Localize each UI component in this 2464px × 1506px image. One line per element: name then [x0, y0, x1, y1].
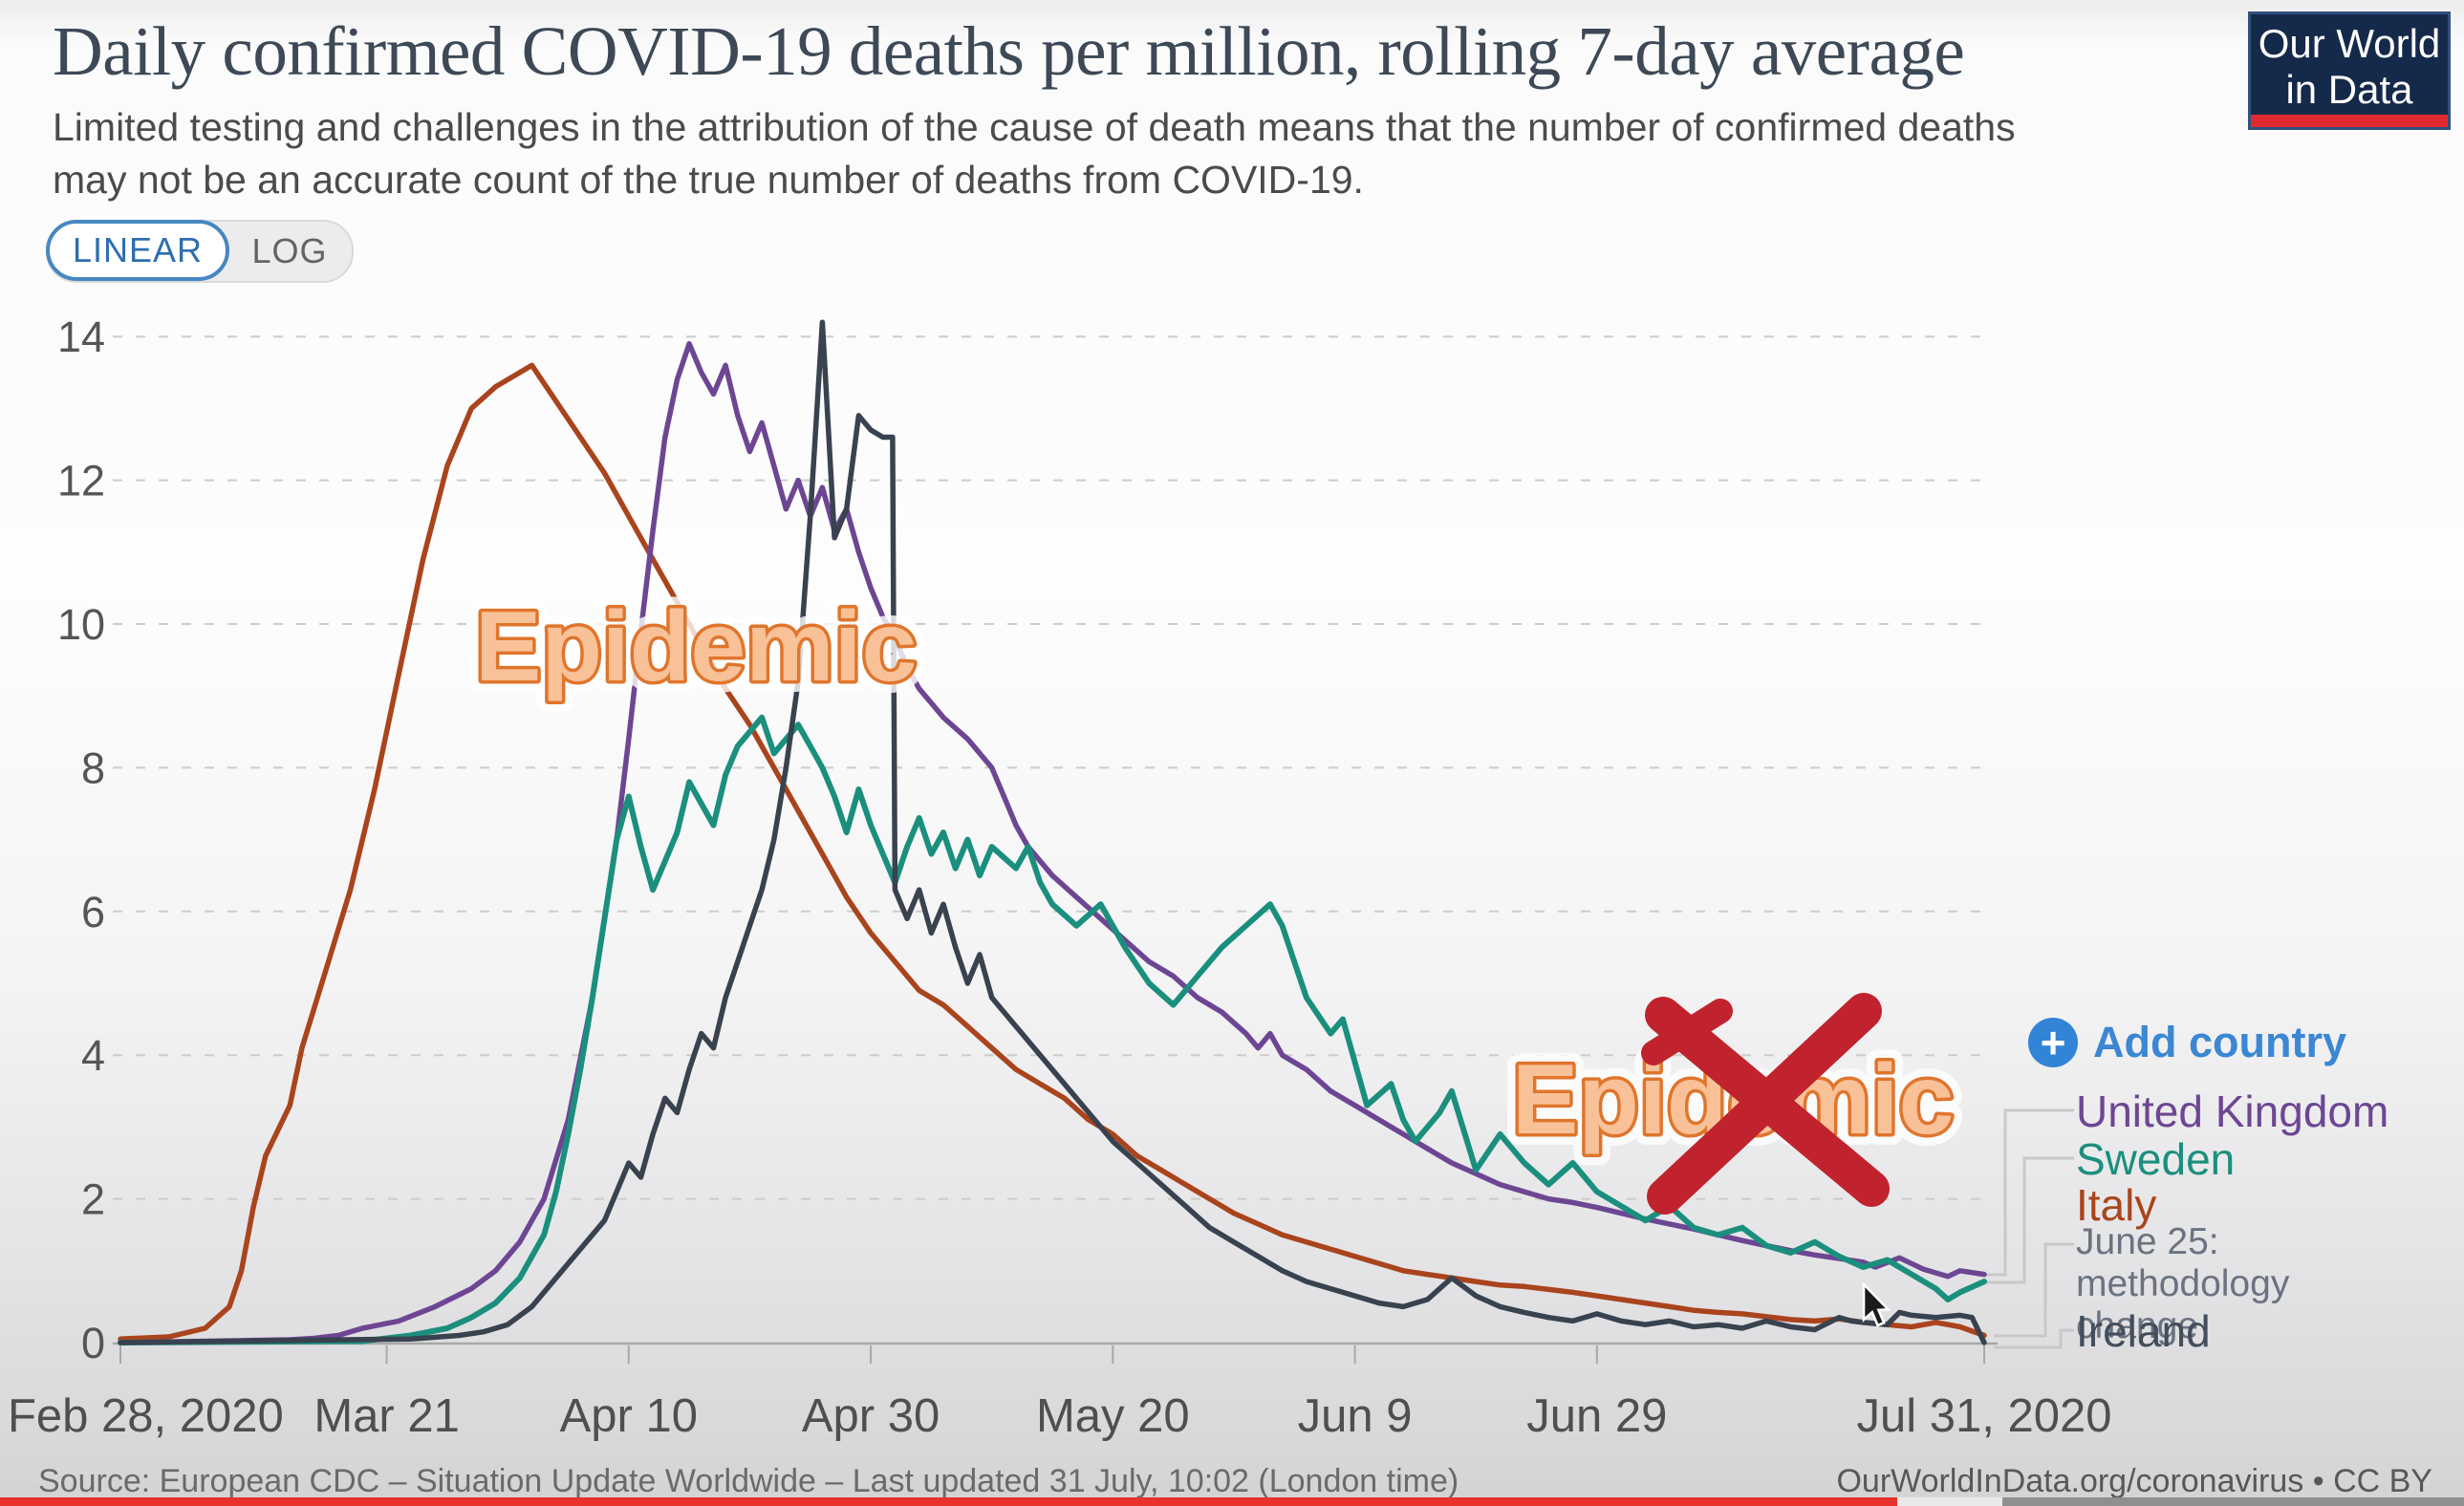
chart-title: Daily confirmed COVID-19 deaths per mill… [53, 12, 1965, 90]
y-tick-label-6: 6 [81, 888, 105, 936]
x-tick-label-5: Jun 9 [1298, 1390, 1413, 1442]
legend-item-united-kingdom[interactable]: United Kingdom [2076, 1086, 2389, 1136]
legend-bracket-2 [1994, 1242, 2074, 1338]
owid-logo-stripe [2251, 115, 2448, 127]
owid-logo-line2: in Data [2285, 67, 2413, 112]
series-line-italy[interactable] [118, 362, 1987, 1342]
legend-item-sweden[interactable]: Sweden [2076, 1134, 2236, 1184]
credit-text: OurWorldInData.org/coronavirus • CC BY [1836, 1463, 2432, 1499]
x-tick-label-6: Jun 29 [1526, 1390, 1667, 1442]
y-tick-label-4: 4 [81, 1031, 105, 1080]
legend-bracket-1 [1982, 1156, 2074, 1284]
y-tick-label-10: 10 [57, 600, 105, 649]
y-tick-label-0: 0 [81, 1319, 105, 1367]
add-country-button[interactable]: + Add country [2028, 1017, 2346, 1068]
owid-logo-line1: Our World [2258, 21, 2441, 66]
epidemic-annotation-1: Epidemic Epidemic [464, 580, 928, 714]
series-line-sweden[interactable] [118, 714, 1987, 1345]
x-tick-label-2: Apr 10 [560, 1390, 698, 1442]
series-line-ireland[interactable] [118, 319, 1987, 1345]
y-tick-label-8: 8 [81, 743, 105, 792]
y-tick-label-14: 14 [57, 312, 105, 361]
x-tick-label-4: May 20 [1036, 1390, 1190, 1442]
legend-bracket-0 [1980, 1108, 2074, 1277]
mouse-cursor [1862, 1282, 1891, 1327]
plus-icon: + [2028, 1018, 2078, 1067]
legend-connector-lines [1980, 1108, 2074, 1349]
owid-logo: Our World in Data [2248, 11, 2451, 130]
progress-buffer [1897, 1497, 2003, 1506]
x-tick-label-0: Feb 28, 2020 [8, 1390, 284, 1442]
epidemic-1-halo: Epidemic [475, 592, 917, 702]
y-tick-label-12: 12 [57, 457, 105, 506]
owid-logo-text: Our World in Data [2259, 21, 2441, 113]
axis-layer: Feb 28, 2020 Mar 21 Apr 10 Apr 30 May 20 Jun … [8, 1342, 2112, 1442]
grid-layer: 0 2 4 6 8 10 12 14 [57, 312, 1980, 1367]
scale-toggle: LINEAR LOG [46, 220, 354, 283]
add-country-label: Add country [2093, 1018, 2346, 1066]
source-text: Source: European CDC – Situation Update … [38, 1463, 1459, 1499]
y-tick-label-2: 2 [81, 1175, 105, 1224]
linear-button[interactable]: LINEAR [46, 220, 229, 281]
x-tick-label-7: Jul 31, 2020 [1857, 1390, 2112, 1442]
series-line-united-kingdom[interactable] [118, 340, 1987, 1345]
progress-watched [0, 1497, 1898, 1506]
series-layer [118, 319, 1987, 1345]
video-progress-bar[interactable] [0, 1497, 2464, 1506]
legend-note-methodology: June 25: methodology change [2076, 1221, 2290, 1346]
legend-item-italy[interactable]: Italy [2076, 1180, 2157, 1230]
x-tick-label-1: Mar 21 [313, 1390, 460, 1442]
red-cross-icon [1641, 993, 1890, 1215]
x-tick-label-3: Apr 30 [802, 1390, 940, 1442]
log-button[interactable]: LOG [251, 231, 328, 270]
epidemic-1-text: Epidemic [475, 592, 917, 702]
legend-item-ireland[interactable]: Ireland [2076, 1306, 2211, 1356]
chart-subtitle: Limited testing and challenges in the at… [53, 105, 2016, 202]
legend-bracket-3 [1994, 1328, 2074, 1349]
